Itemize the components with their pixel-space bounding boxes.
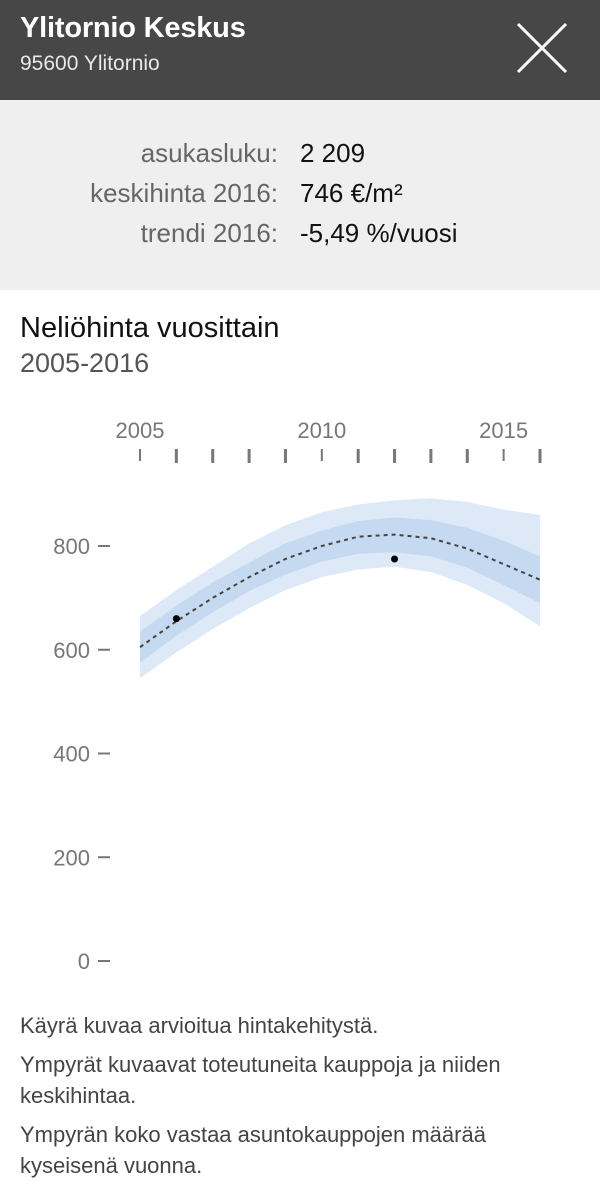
inner-confidence-band — [140, 517, 540, 663]
chart-notes: Käyrä kuvaa arvioitua hintakehitystä. Ym… — [20, 1010, 580, 1189]
stat-population: asukasluku: 2 209 — [0, 138, 600, 178]
estimate-line — [139, 533, 541, 648]
price-chart: 2005 2010 2015 0 200 400 600 800 — [53, 418, 542, 974]
observed-point — [391, 555, 399, 563]
stats-panel: asukasluku: 2 209 keskihinta 2016: 746 €… — [0, 100, 600, 290]
y-tick-label: 600 — [53, 638, 90, 663]
close-icon[interactable] — [514, 20, 570, 76]
y-tick-label: 800 — [53, 534, 90, 559]
note-curve: Käyrä kuvaa arvioitua hintakehitystä. — [20, 1013, 379, 1038]
y-tick-label: 200 — [53, 845, 90, 870]
trend-value: -5,49 %/vuosi — [300, 218, 458, 248]
observed-point — [172, 615, 180, 623]
x-tick-label: 2005 — [116, 418, 165, 443]
close-button[interactable] — [514, 20, 570, 76]
outer-confidence-band — [140, 498, 540, 679]
header: Ylitornio Keskus 95600 Ylitornio — [0, 0, 600, 100]
area-title: Ylitornio Keskus — [20, 12, 246, 44]
area-subtitle: 95600 Ylitornio — [20, 52, 160, 75]
stat-trend: trendi 2016: -5,49 %/vuosi — [0, 218, 600, 258]
y-tick-label: 0 — [78, 949, 90, 974]
note-circle-size: Ympyrän koko vastaa asuntokauppojen määr… — [20, 1122, 486, 1178]
x-tick-label: 2015 — [479, 418, 528, 443]
chart-subtitle: 2005-2016 — [20, 348, 150, 378]
population-value: 2 209 — [300, 138, 366, 168]
avg-price-label: keskihinta 2016: — [90, 178, 278, 208]
note-circles: Ympyrät kuvaavat toteutuneita kauppoja j… — [20, 1052, 501, 1108]
population-label: asukasluku: — [140, 138, 278, 168]
stat-avg-price: keskihinta 2016: 746 €/m² — [0, 178, 600, 218]
x-tick-label: 2010 — [297, 418, 346, 443]
avg-price-value: 746 €/m² — [300, 178, 403, 208]
trend-label: trendi 2016: — [140, 218, 278, 248]
y-tick-label: 400 — [53, 742, 90, 767]
chart-title: Neliöhinta vuosittain — [20, 312, 280, 344]
